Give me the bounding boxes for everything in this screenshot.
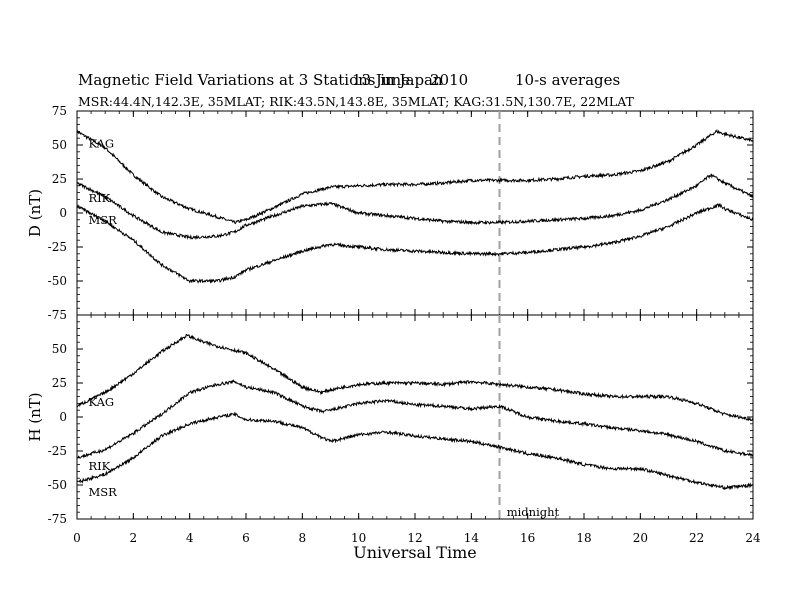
plot-frame: [76, 110, 754, 316]
y-tick-label: 50: [52, 342, 67, 356]
annotation-rik: RIK: [88, 459, 110, 473]
y-tick-label: -50: [48, 478, 67, 492]
series-line-kag: [76, 129, 754, 225]
x-tick-label: 16: [520, 531, 535, 545]
y-tick-label: 0: [59, 206, 67, 220]
chart-averaging: 10-s averages: [515, 71, 621, 89]
y-axis-label: D (nT): [26, 189, 44, 237]
y-tick-label: 0: [59, 410, 67, 424]
series-line-rik: [76, 379, 754, 459]
x-tick-label: 4: [186, 531, 194, 545]
chart-date: 13 June: [352, 71, 411, 89]
x-tick-label: 10: [351, 531, 366, 545]
chart-year: 2010: [430, 71, 469, 89]
y-tick-label: -75: [48, 308, 67, 322]
series-line-msr: [76, 202, 754, 284]
x-tick-label: 20: [633, 531, 648, 545]
x-axis-label: Universal Time: [353, 543, 476, 562]
y-tick-label: -50: [48, 274, 67, 288]
chart-title: Magnetic Field Variations at 3 Stations …: [78, 71, 443, 89]
d-panel: -75 -50 -25 0 25 50 75 KAG RIK MSR D (nT): [26, 104, 754, 322]
x-tick-label: 2: [130, 531, 138, 545]
y-tick-label: 50: [52, 138, 67, 152]
annotation-msr: MSR: [88, 485, 117, 499]
y-tick-label: 75: [52, 104, 67, 118]
x-tick-label: 14: [464, 531, 480, 545]
y-tick-label: 25: [52, 376, 67, 390]
x-tick-label: 0: [73, 531, 81, 545]
y-tick-label: -75: [48, 512, 67, 526]
x-tick-label: 8: [299, 531, 307, 545]
x-tick-label: 24: [745, 531, 761, 545]
x-tick-label: 12: [407, 531, 422, 545]
y-axis-label: H (nT): [26, 392, 44, 441]
annotation-kag: KAG: [88, 395, 114, 409]
series-line-msr: [76, 411, 754, 491]
series-line-rik: [76, 173, 754, 241]
x-tick-label: 18: [576, 531, 591, 545]
annotation-rik: RIK: [88, 191, 110, 205]
annotation-midnight: midnight: [507, 505, 560, 519]
series-line-kag: [76, 333, 754, 422]
annotation-kag: KAG: [88, 137, 114, 151]
y-tick-label: -25: [48, 444, 67, 458]
plot-frame: [76, 314, 754, 520]
station-info: MSR:44.4N,142.3E, 35MLAT; RIK:43.5N,143.…: [78, 94, 634, 109]
y-tick-label: -25: [48, 240, 67, 254]
x-tick-label: 6: [242, 531, 250, 545]
y-tick-label: 25: [52, 172, 67, 186]
x-tick-label: 22: [689, 531, 704, 545]
annotation-msr: MSR: [88, 213, 117, 227]
